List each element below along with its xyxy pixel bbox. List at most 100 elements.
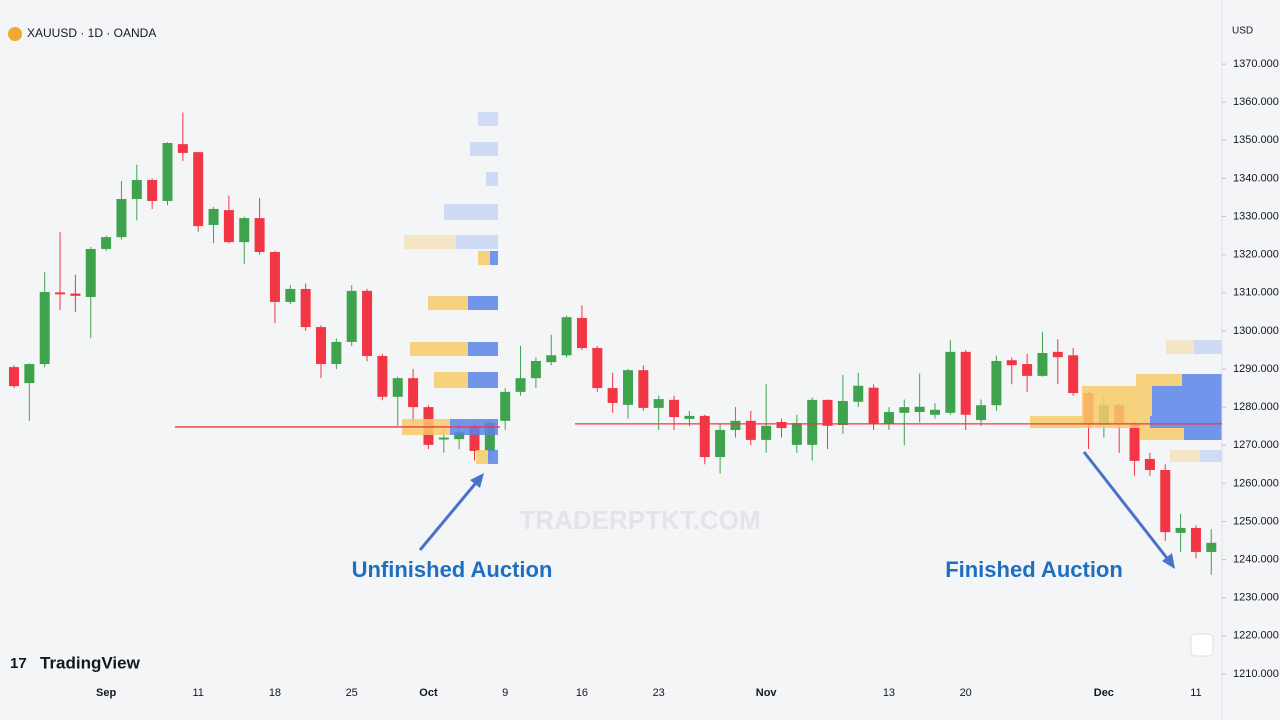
x-tick-label: 18 — [269, 687, 281, 699]
candle-body — [223, 210, 234, 243]
x-tick-label: 20 — [960, 687, 972, 699]
candle-body — [715, 429, 726, 458]
candle-body — [1144, 458, 1155, 471]
y-tick-label: 1320.000 — [1233, 249, 1279, 261]
candle-body — [193, 152, 204, 227]
candle-body — [530, 361, 541, 379]
candle-body — [945, 351, 956, 413]
candle-body — [1052, 351, 1063, 358]
candle-body — [500, 391, 511, 421]
candle-body — [454, 431, 465, 440]
y-tick-label: 1310.000 — [1233, 287, 1279, 299]
y-tick-label: 1360.000 — [1233, 96, 1279, 108]
candle-body — [362, 290, 373, 357]
y-tick-label: 1210.000 — [1233, 668, 1279, 680]
brand: TradingView — [40, 653, 141, 672]
candle-body — [331, 341, 342, 365]
candle-body — [208, 208, 219, 225]
x-tick-label: 16 — [576, 687, 588, 699]
candle-body — [147, 179, 158, 201]
candle-body — [1175, 527, 1186, 533]
symbol-title: XAUUSD · 1D · OANDA — [27, 26, 156, 40]
y-tick-label: 1240.000 — [1233, 553, 1279, 565]
x-tick-label: 23 — [653, 687, 665, 699]
watermark: TRADERPTKT.COM — [519, 505, 760, 535]
y-tick-label: 1250.000 — [1233, 515, 1279, 527]
candle-body — [346, 290, 357, 342]
x-tick-label: 13 — [883, 687, 895, 699]
y-tick-label: 1280.000 — [1233, 401, 1279, 413]
y-tick-label: 1220.000 — [1233, 630, 1279, 642]
candle-body — [408, 378, 419, 408]
profile-left — [402, 112, 498, 464]
candle-body — [116, 199, 127, 238]
candle-body — [438, 437, 449, 440]
candle-body — [162, 143, 173, 201]
candle-body — [684, 415, 695, 419]
candle-body — [55, 292, 66, 295]
candle-body — [269, 252, 280, 302]
x-tick-label: Dec — [1094, 687, 1114, 699]
x-tick-label: 9 — [502, 687, 508, 699]
arrow — [1082, 451, 1172, 563]
candle-body — [1022, 364, 1033, 376]
y-tick-label: 1370.000 — [1233, 58, 1279, 70]
candle-body — [653, 399, 664, 408]
candle-body — [607, 388, 618, 403]
candle-body — [807, 399, 818, 445]
y-tick-label: 1270.000 — [1233, 439, 1279, 451]
scroll-button[interactable] — [1190, 633, 1214, 657]
x-tick-label: Nov — [756, 687, 778, 699]
candle-body — [239, 218, 250, 243]
y-tick-label: 1350.000 — [1233, 134, 1279, 146]
candle-body — [1129, 423, 1140, 461]
y-tick-label: 1330.000 — [1233, 210, 1279, 222]
candle-body — [24, 364, 35, 384]
symbol-icon — [8, 27, 22, 41]
candle-body — [39, 292, 50, 365]
currency: USD — [1232, 26, 1253, 37]
x-tick-label: 11 — [192, 687, 203, 699]
candle-body — [868, 387, 879, 424]
candle-body — [699, 415, 710, 458]
arrow-head — [1162, 553, 1175, 569]
candle-body — [761, 425, 772, 440]
y-tick-label: 1290.000 — [1233, 363, 1279, 375]
candle-body — [85, 248, 96, 297]
x-tick-label: 25 — [346, 687, 358, 699]
candle-body — [791, 423, 802, 445]
x-tick-label: Oct — [419, 687, 438, 699]
candle-body — [561, 317, 572, 356]
candle-body — [837, 401, 848, 426]
candle-body — [623, 370, 633, 405]
candle-body — [960, 351, 971, 415]
candle-body — [1190, 527, 1201, 552]
candle-body — [392, 378, 403, 397]
candle-body — [377, 356, 388, 397]
y-tick-label: 1260.000 — [1233, 477, 1279, 489]
y-tick-label: 1340.000 — [1233, 172, 1279, 184]
brand-logo: 17 — [10, 655, 27, 672]
candle-body — [1068, 355, 1079, 394]
candle-body — [638, 370, 649, 408]
candle-body — [991, 361, 1002, 406]
candle-body — [469, 426, 480, 451]
candle-body — [316, 327, 326, 365]
candle-body — [254, 218, 265, 253]
candle-body — [1160, 470, 1171, 533]
candle-body — [745, 420, 756, 440]
candle-body — [1037, 353, 1048, 376]
candle-body — [883, 412, 894, 424]
arrow-head — [470, 473, 484, 488]
candle-body — [1006, 360, 1017, 366]
candle-body — [177, 144, 188, 153]
candle-body — [899, 407, 910, 413]
candle-body — [101, 237, 112, 249]
candle-body — [592, 348, 603, 389]
candle-body — [546, 355, 557, 363]
candle-body — [976, 405, 987, 421]
profile-right — [1030, 340, 1222, 462]
candle-body — [930, 409, 940, 415]
candle-body — [730, 420, 741, 430]
